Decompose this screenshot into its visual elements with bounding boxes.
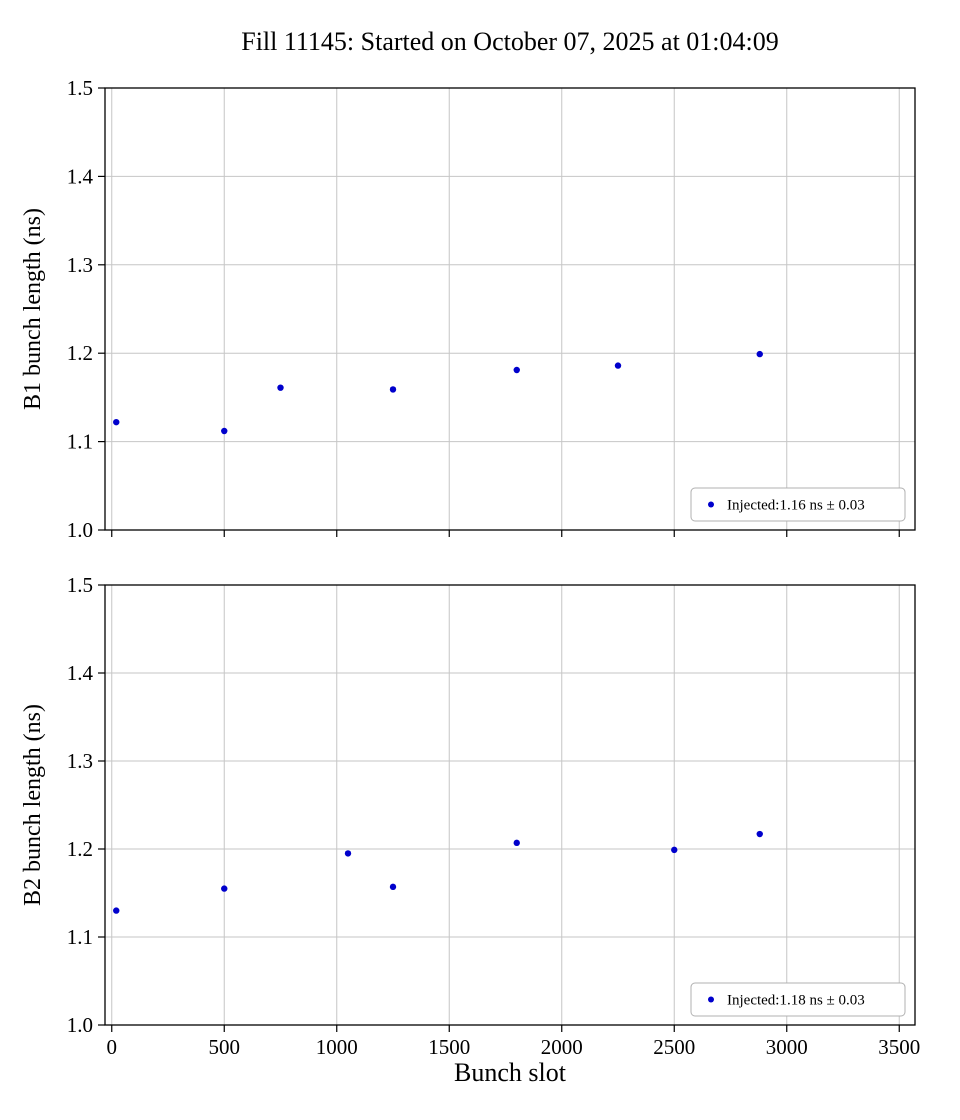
x-axis-title: Bunch slot [454,1058,566,1087]
data-point [344,850,352,857]
y-tick-label: 1.3 [67,253,93,277]
data-point [513,366,520,374]
x-tick-label: 3500 [878,1035,920,1059]
x-tick-label: 1000 [316,1035,358,1059]
y-tick-label: 1.3 [67,749,93,773]
x-tick-label: 1500 [428,1035,470,1059]
x-tick-label: 3000 [766,1035,808,1059]
legend: Injected:1.18 ns ± 0.03 [690,982,906,1017]
legend-marker-icon [708,501,714,508]
y-tick-label: 1.5 [67,76,93,100]
y-tick-label: 1.4 [67,661,94,685]
legend-label: Injected:1.18 ns ± 0.03 [727,993,865,1009]
y-tick-label: 1.1 [67,925,93,949]
y-tick-label: 1.0 [67,518,93,542]
data-point [221,427,228,435]
figure-title: Fill 11145: Started on October 07, 2025 … [241,27,779,56]
data-point [513,839,520,847]
data-points [113,830,763,914]
y-tick-label: 1.1 [67,430,93,454]
data-point [113,418,120,426]
data-point [113,907,120,914]
x-tick-label: 0 [107,1035,118,1059]
x-tick-label: 2000 [541,1035,583,1059]
data-points [113,350,763,435]
data-point [277,384,284,391]
data-point [756,830,763,838]
plot-frame [104,87,916,531]
legend-label: Injected:1.16 ns ± 0.03 [727,498,865,514]
y-tick-label: 1.5 [67,573,93,597]
subplot-b1: 1.0 1.1 1.2 1.3 1.4 1.5 B1 bunch length (ns) In… [20,76,916,542]
x-tick-label: 500 [209,1035,241,1059]
y-tick-label: 1.4 [67,164,94,188]
grid [105,584,915,1026]
data-point [756,350,763,358]
y-tick-label: 1.2 [67,341,93,365]
legend-marker-icon [708,996,714,1003]
y-tick-label: 1.0 [67,1013,93,1037]
data-point [389,386,397,393]
y-tick-label: 1.2 [67,837,93,861]
data-point [671,846,678,854]
x-tick-label: 2500 [653,1035,695,1059]
grid [105,87,915,531]
data-point [614,362,622,369]
data-point [389,883,397,891]
y-axis-label: B2 bunch length (ns) [20,704,46,906]
subplot-b2: 0 500 1000 1500 2000 2500 3000 3500 1.0 1.1 1.2 1.3… [20,573,920,1059]
plot-frame [104,584,916,1026]
data-point [221,885,228,892]
y-axis-label: B1 bunch length (ns) [20,208,46,410]
legend: Injected:1.16 ns ± 0.03 [690,487,906,522]
